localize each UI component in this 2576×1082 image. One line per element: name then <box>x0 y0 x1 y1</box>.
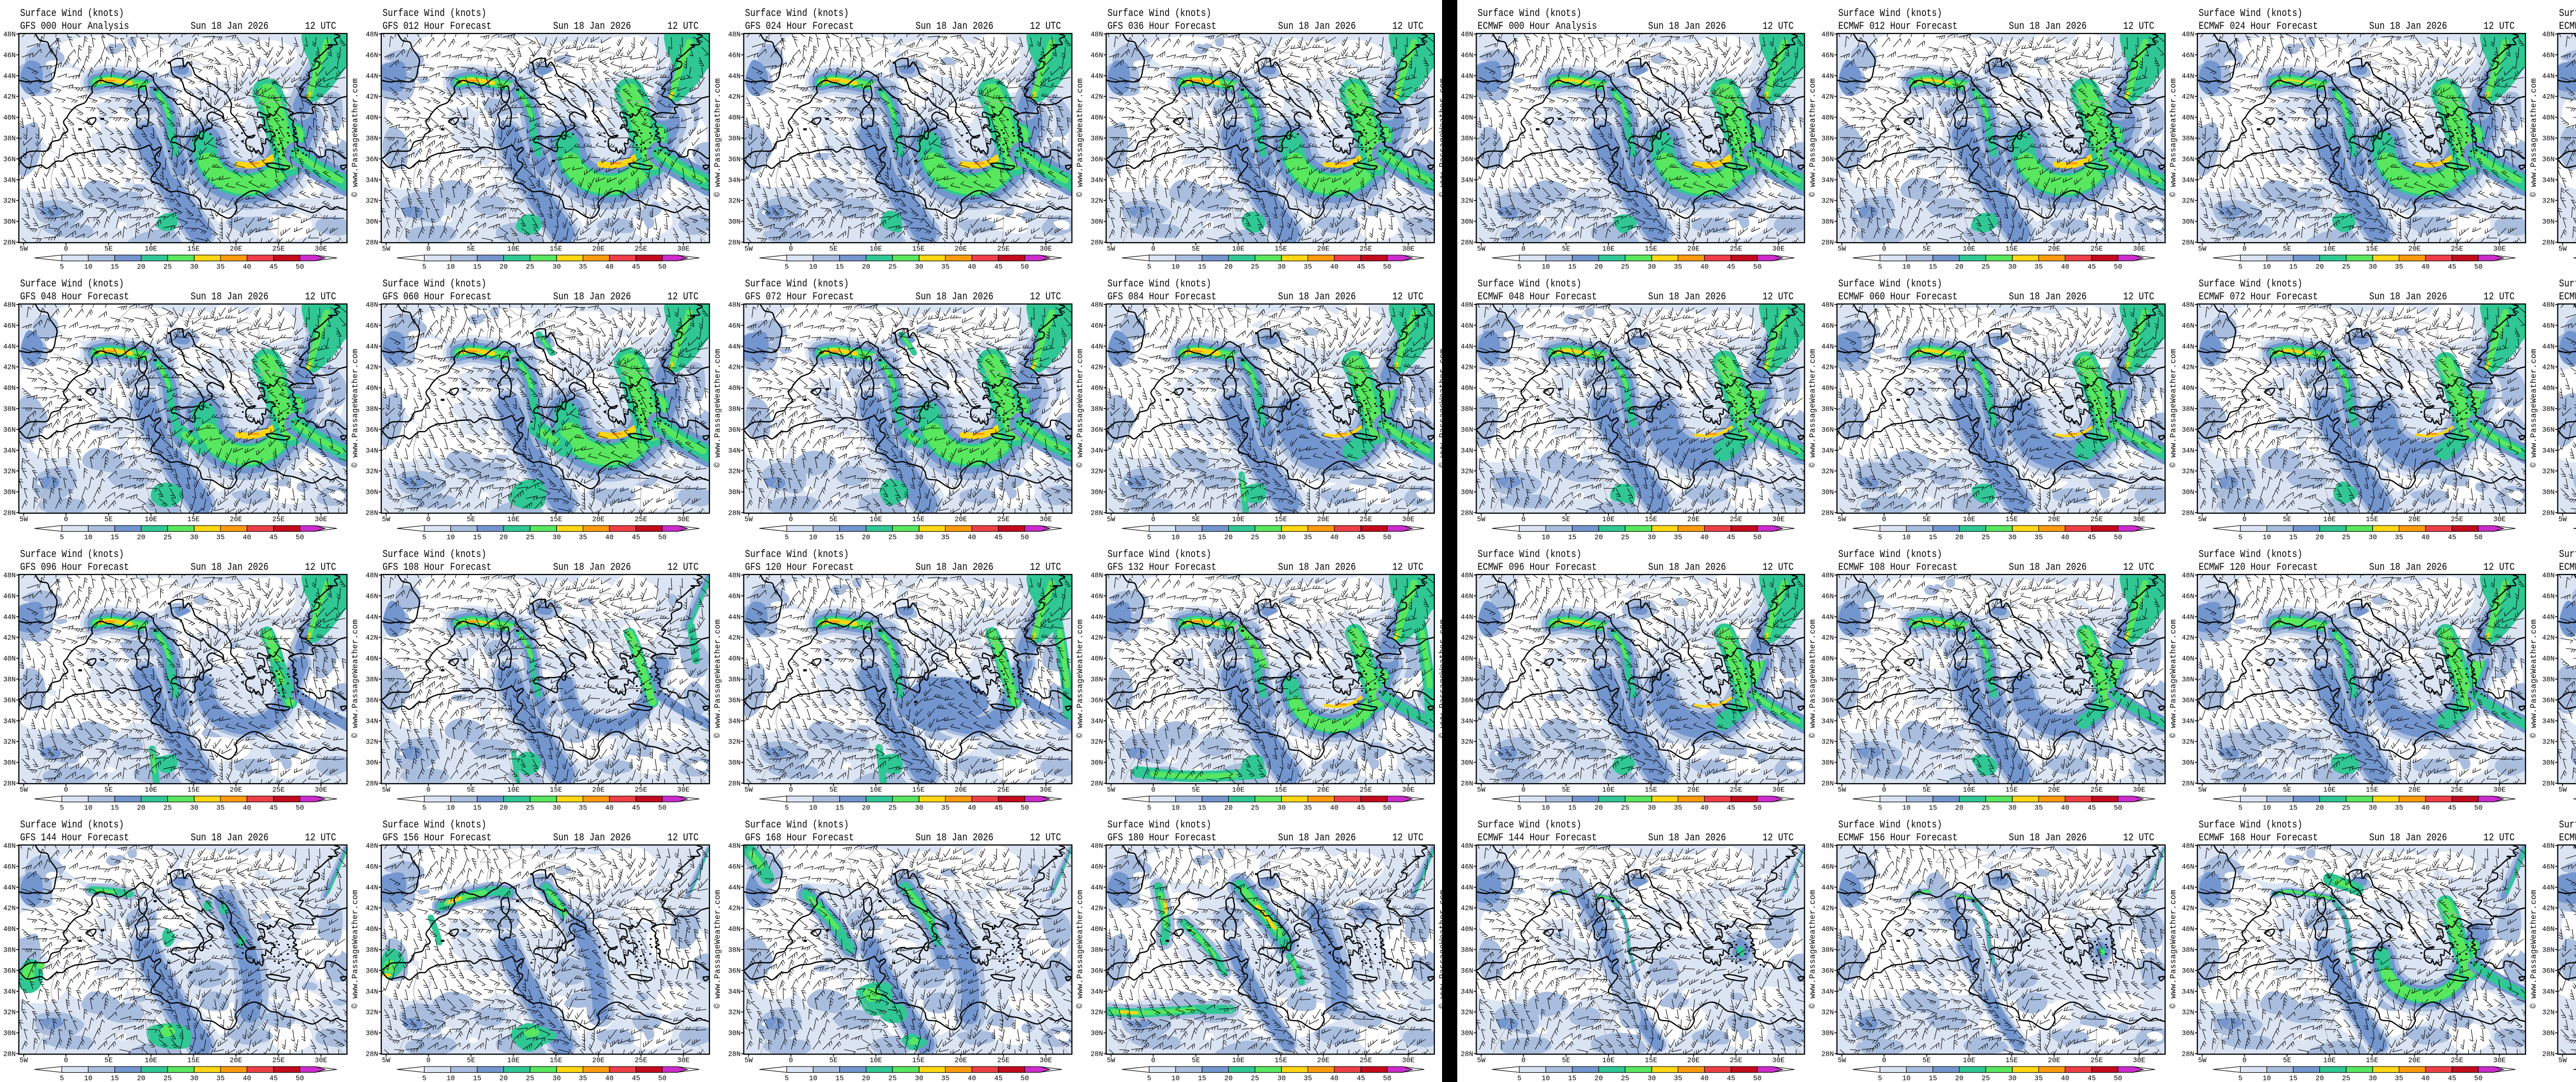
svg-text:Sun 18 Jan 2026: Sun 18 Jan 2026 <box>2009 832 2087 844</box>
svg-text:12 UTC: 12 UTC <box>2484 291 2515 303</box>
svg-text:Sun 18 Jan 2026: Sun 18 Jan 2026 <box>916 832 993 844</box>
svg-text:Sun 18 Jan 2026: Sun 18 Jan 2026 <box>916 21 993 32</box>
svg-text:GFS 084 Hour Forecast: GFS 084 Hour Forecast <box>1108 291 1217 303</box>
svg-text:GFS 180 Hour Forecast: GFS 180 Hour Forecast <box>1108 832 1217 844</box>
svg-text:Sun 18 Jan 2026: Sun 18 Jan 2026 <box>1648 562 1726 573</box>
svg-text:GFS 000 Hour Analysis: GFS 000 Hour Analysis <box>20 21 129 32</box>
svg-text:12 UTC: 12 UTC <box>305 21 336 32</box>
svg-text:12 UTC: 12 UTC <box>668 562 699 573</box>
svg-text:Sun 18 Jan 2026: Sun 18 Jan 2026 <box>191 832 268 844</box>
svg-text:Sun 18 Jan 2026: Sun 18 Jan 2026 <box>553 291 631 303</box>
svg-text:12 UTC: 12 UTC <box>2123 562 2154 573</box>
svg-text:Sun 18 Jan 2026: Sun 18 Jan 2026 <box>191 21 268 32</box>
svg-text:GFS 036 Hour Forecast: GFS 036 Hour Forecast <box>1108 21 1217 32</box>
svg-text:ECMWF 084 Hour Forecast: ECMWF 084 Hour Forecast <box>2559 291 2576 303</box>
svg-text:ECMWF 132 Hour Forecast: ECMWF 132 Hour Forecast <box>2559 562 2576 573</box>
svg-text:GFS 048 Hour Forecast: GFS 048 Hour Forecast <box>20 291 129 303</box>
svg-text:Sun 18 Jan 2026: Sun 18 Jan 2026 <box>2009 291 2087 303</box>
svg-text:Sun 18 Jan 2026: Sun 18 Jan 2026 <box>191 291 268 303</box>
svg-text:GFS 168 Hour Forecast: GFS 168 Hour Forecast <box>745 832 854 844</box>
svg-text:ECMWF 108 Hour Forecast: ECMWF 108 Hour Forecast <box>1838 562 1958 573</box>
svg-text:12 UTC: 12 UTC <box>2123 832 2154 844</box>
svg-text:ECMWF 144 Hour Forecast: ECMWF 144 Hour Forecast <box>1478 832 1597 844</box>
svg-text:12 UTC: 12 UTC <box>1762 832 1793 844</box>
svg-text:GFS 096 Hour Forecast: GFS 096 Hour Forecast <box>20 562 129 573</box>
svg-text:ECMWF 156 Hour Forecast: ECMWF 156 Hour Forecast <box>1838 832 1958 844</box>
svg-text:12 UTC: 12 UTC <box>2484 832 2515 844</box>
svg-text:GFS 024 Hour Forecast: GFS 024 Hour Forecast <box>745 21 854 32</box>
svg-text:ECMWF 048 Hour Forecast: ECMWF 048 Hour Forecast <box>1478 291 1597 303</box>
svg-text:ECMWF 120 Hour Forecast: ECMWF 120 Hour Forecast <box>2199 562 2318 573</box>
svg-text:GFS 156 Hour Forecast: GFS 156 Hour Forecast <box>383 832 492 844</box>
svg-text:GFS 072 Hour Forecast: GFS 072 Hour Forecast <box>745 291 854 303</box>
svg-text:12 UTC: 12 UTC <box>2484 21 2515 32</box>
svg-text:Sun 18 Jan 2026: Sun 18 Jan 2026 <box>2009 562 2087 573</box>
svg-text:12 UTC: 12 UTC <box>1762 291 1793 303</box>
svg-text:12 UTC: 12 UTC <box>1030 291 1061 303</box>
svg-text:Sun 18 Jan 2026: Sun 18 Jan 2026 <box>916 291 993 303</box>
svg-text:12 UTC: 12 UTC <box>1393 832 1423 844</box>
svg-text:ECMWF 072 Hour Forecast: ECMWF 072 Hour Forecast <box>2199 291 2318 303</box>
svg-text:Sun 18 Jan 2026: Sun 18 Jan 2026 <box>1648 21 1726 32</box>
svg-text:GFS 012 Hour Forecast: GFS 012 Hour Forecast <box>383 21 492 32</box>
svg-text:Sun 18 Jan 2026: Sun 18 Jan 2026 <box>553 832 631 844</box>
svg-text:GFS 120 Hour Forecast: GFS 120 Hour Forecast <box>745 562 854 573</box>
svg-text:12 UTC: 12 UTC <box>1393 21 1423 32</box>
svg-text:12 UTC: 12 UTC <box>1762 21 1793 32</box>
svg-text:GFS 144 Hour Forecast: GFS 144 Hour Forecast <box>20 832 129 844</box>
svg-text:Sun 18 Jan 2026: Sun 18 Jan 2026 <box>1278 21 1356 32</box>
svg-text:Sun 18 Jan 2026: Sun 18 Jan 2026 <box>1278 291 1356 303</box>
svg-text:GFS 132 Hour Forecast: GFS 132 Hour Forecast <box>1108 562 1217 573</box>
svg-text:ECMWF 000 Hour Analysis: ECMWF 000 Hour Analysis <box>1478 21 1597 32</box>
svg-text:GFS 108 Hour Forecast: GFS 108 Hour Forecast <box>383 562 492 573</box>
svg-text:12 UTC: 12 UTC <box>1030 562 1061 573</box>
svg-text:Sun 18 Jan 2026: Sun 18 Jan 2026 <box>191 562 268 573</box>
svg-text:Sun 18 Jan 2026: Sun 18 Jan 2026 <box>553 21 631 32</box>
svg-text:ECMWF 012 Hour Forecast: ECMWF 012 Hour Forecast <box>1838 21 1958 32</box>
svg-text:12 UTC: 12 UTC <box>668 291 699 303</box>
svg-text:Sun 18 Jan 2026: Sun 18 Jan 2026 <box>2369 21 2447 32</box>
svg-text:12 UTC: 12 UTC <box>2123 291 2154 303</box>
svg-text:ECMWF 168 Hour Forecast: ECMWF 168 Hour Forecast <box>2199 832 2318 844</box>
svg-text:Sun 18 Jan 2026: Sun 18 Jan 2026 <box>2369 291 2447 303</box>
svg-text:ECMWF 180 Hour Forecast: ECMWF 180 Hour Forecast <box>2559 832 2576 844</box>
svg-text:Sun 18 Jan 2026: Sun 18 Jan 2026 <box>1278 832 1356 844</box>
svg-text:12 UTC: 12 UTC <box>1030 21 1061 32</box>
svg-text:12 UTC: 12 UTC <box>305 291 336 303</box>
svg-text:12 UTC: 12 UTC <box>1393 291 1423 303</box>
svg-text:12 UTC: 12 UTC <box>668 832 699 844</box>
svg-text:12 UTC: 12 UTC <box>1030 832 1061 844</box>
svg-text:12 UTC: 12 UTC <box>1393 562 1423 573</box>
svg-text:Sun 18 Jan 2026: Sun 18 Jan 2026 <box>916 562 993 573</box>
svg-text:12 UTC: 12 UTC <box>305 832 336 844</box>
svg-text:Sun 18 Jan 2026: Sun 18 Jan 2026 <box>2369 832 2447 844</box>
svg-text:Sun 18 Jan 2026: Sun 18 Jan 2026 <box>553 562 631 573</box>
svg-text:Sun 18 Jan 2026: Sun 18 Jan 2026 <box>2009 21 2087 32</box>
svg-text:Sun 18 Jan 2026: Sun 18 Jan 2026 <box>2369 562 2447 573</box>
svg-text:12 UTC: 12 UTC <box>668 21 699 32</box>
svg-text:Sun 18 Jan 2026: Sun 18 Jan 2026 <box>1648 291 1726 303</box>
svg-text:ECMWF 036 Hour Forecast: ECMWF 036 Hour Forecast <box>2559 21 2576 32</box>
svg-text:12 UTC: 12 UTC <box>2123 21 2154 32</box>
svg-text:ECMWF 024 Hour Forecast: ECMWF 024 Hour Forecast <box>2199 21 2318 32</box>
svg-text:GFS 060 Hour Forecast: GFS 060 Hour Forecast <box>383 291 492 303</box>
svg-text:12 UTC: 12 UTC <box>1762 562 1793 573</box>
svg-text:12 UTC: 12 UTC <box>305 562 336 573</box>
svg-text:12 UTC: 12 UTC <box>2484 562 2515 573</box>
svg-text:ECMWF 060 Hour Forecast: ECMWF 060 Hour Forecast <box>1838 291 1958 303</box>
svg-text:Sun 18 Jan 2026: Sun 18 Jan 2026 <box>1648 832 1726 844</box>
svg-text:Sun 18 Jan 2026: Sun 18 Jan 2026 <box>1278 562 1356 573</box>
svg-text:ECMWF 096 Hour Forecast: ECMWF 096 Hour Forecast <box>1478 562 1597 573</box>
